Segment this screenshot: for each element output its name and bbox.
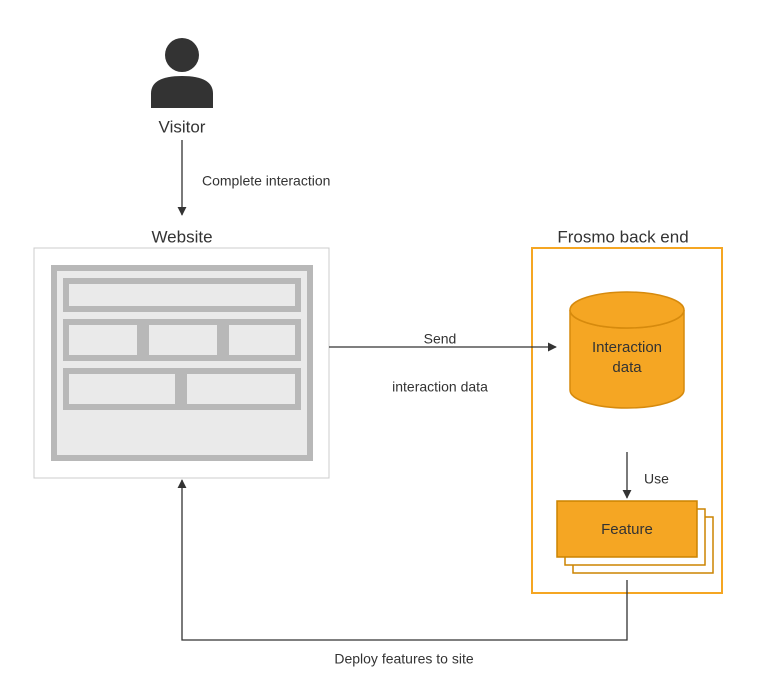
wireframe-cell xyxy=(184,371,298,407)
edge-label-interaction-data: interaction data xyxy=(392,379,488,395)
visitor-label: Visitor xyxy=(159,117,206,136)
edge-label-send: Send xyxy=(424,331,457,347)
wireframe-cell xyxy=(146,322,220,358)
wireframe-cell xyxy=(66,371,178,407)
db-label-2: data xyxy=(612,359,642,376)
edge-label-deploy: Deploy features to site xyxy=(334,651,474,667)
visitor-icon xyxy=(151,38,213,108)
edge-label-use: Use xyxy=(644,471,669,487)
wireframe-cell xyxy=(66,322,140,358)
backend-label: Frosmo back end xyxy=(557,227,688,246)
db-label-1: Interaction xyxy=(592,339,662,356)
website-label: Website xyxy=(151,227,212,246)
edge-label-complete-interaction: Complete interaction xyxy=(202,173,330,189)
flow-diagram: Visitor Complete interaction Website Frosmo… xyxy=(0,0,776,699)
wireframe-cell xyxy=(226,322,298,358)
wireframe-cell xyxy=(66,281,298,309)
feature-label: Feature xyxy=(601,521,653,538)
